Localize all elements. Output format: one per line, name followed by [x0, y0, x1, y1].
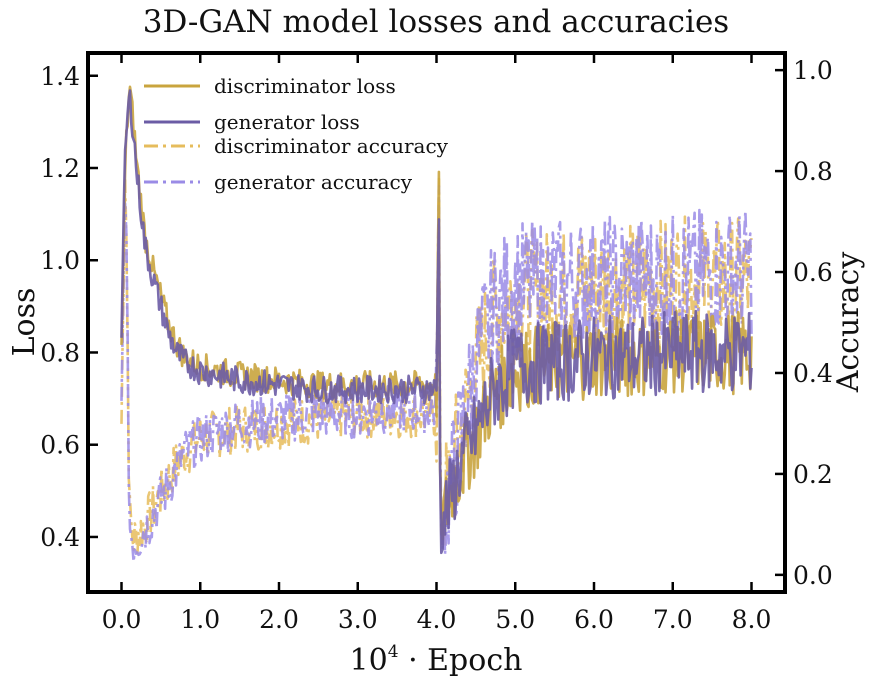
legend-label-discriminator-accuracy: discriminator accuracy [214, 134, 449, 158]
y-left-tick-label: 1.4 [40, 62, 80, 91]
x-tick-label: 3.0 [338, 605, 378, 634]
y-left-tick-label: 0.4 [40, 523, 80, 552]
x-axis-label-base: 10 [350, 643, 388, 678]
y-axis-left-label: Loss [7, 288, 42, 357]
x-tick-label: 2.0 [259, 605, 299, 634]
plot-frame [86, 51, 787, 594]
y-left-tick-label: 0.6 [40, 431, 80, 460]
x-tick-label: 1.0 [180, 605, 220, 634]
y-right-tick-label: 0.8 [793, 157, 833, 186]
x-axis-label: 104 · Epoch [350, 642, 523, 678]
legend-label-generator-loss: generator loss [214, 110, 360, 134]
x-tick-label: 6.0 [574, 605, 614, 634]
legend-label-discriminator-loss: discriminator loss [214, 74, 396, 98]
series-layer [120, 85, 753, 564]
x-tick-label: 7.0 [653, 605, 693, 634]
y-right-tick-label: 0.4 [793, 359, 833, 388]
x-tick-label: 4.0 [417, 605, 457, 634]
y-left-tick-label: 1.2 [40, 154, 80, 183]
legend-label-generator-accuracy: generator accuracy [214, 170, 413, 194]
series-line-generator-loss [120, 89, 753, 555]
x-tick-label: 0.0 [102, 605, 142, 634]
y-right-tick-label: 0.2 [793, 460, 833, 489]
y-axis-right-label: Accuracy [831, 252, 866, 394]
ticks-layer: 0.0 1.0 2.0 3.0 4.0 5.0 6.0 7.0 8.0 0.4 0.6 0.8 1.0 1… [40, 55, 833, 634]
legend: discriminator loss generator lossdiscrimi… [144, 74, 449, 194]
y-left-tick-label: 0.8 [40, 338, 80, 367]
y-right-tick-label: 0.6 [793, 258, 833, 287]
y-right-tick-label: 1.0 [793, 56, 833, 85]
y-right-tick-label: 0.0 [793, 561, 833, 590]
x-axis-label-rest: · Epoch [399, 643, 523, 678]
x-tick-label: 5.0 [495, 605, 535, 634]
x-axis-label-exponent: 4 [388, 642, 399, 662]
y-left-tick-label: 1.0 [40, 246, 80, 275]
chart-title: 3D-GAN model losses and accuracies [143, 4, 729, 40]
x-tick-label: 8.0 [732, 605, 772, 634]
